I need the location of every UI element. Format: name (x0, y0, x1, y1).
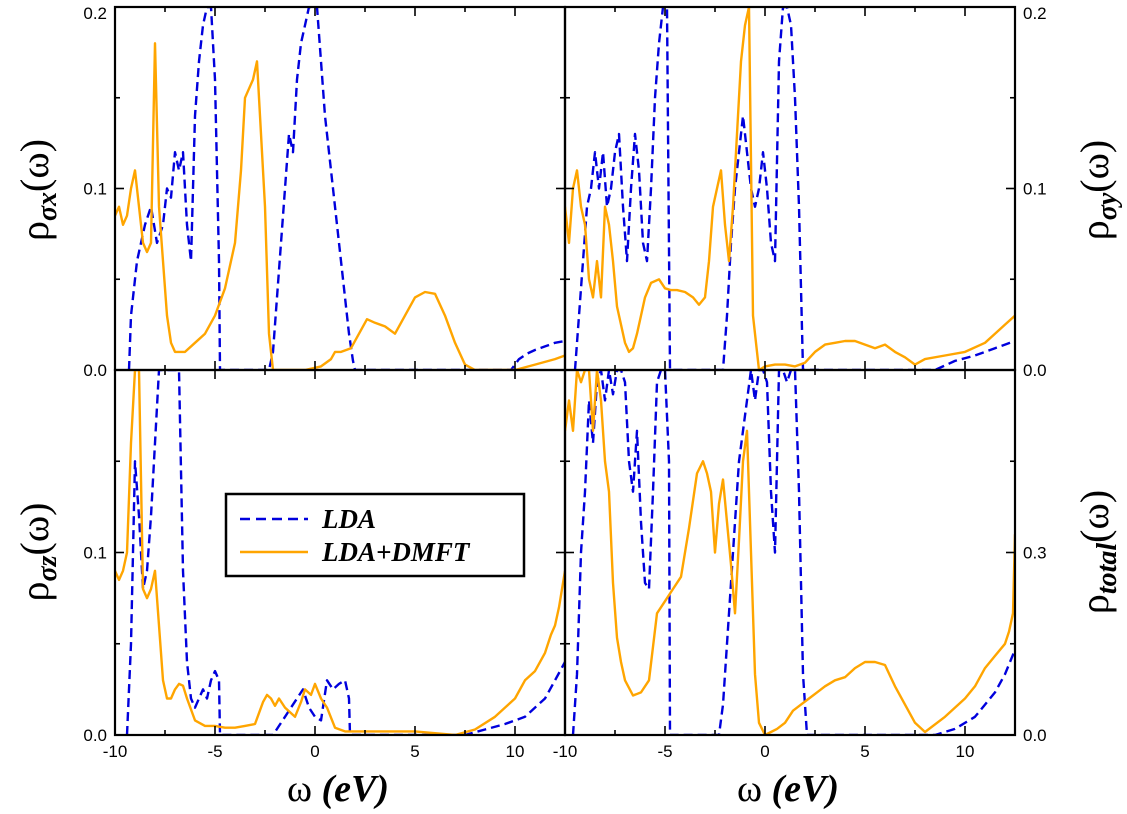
x-label-right: ω (eV) (737, 768, 839, 810)
y-label-bottom-left: ρσz(ω) (12, 503, 63, 602)
series-line-lda (127, 7, 565, 370)
panel-top-right: 0.2 0.1 0.0 (563, 4, 1047, 380)
x-tick-label: 0 (310, 742, 319, 761)
series-line-lda (571, 370, 1015, 735)
y-tick-label: 0.3 (1023, 544, 1047, 563)
y-tick-label: 0.1 (83, 180, 107, 199)
x-tick-label: -5 (657, 742, 672, 761)
y-tick-label: 0.1 (83, 544, 107, 563)
series-line-lda-dmft (115, 42, 565, 370)
y-tick-label: 0.2 (1023, 4, 1047, 23)
legend: LDA LDA+DMFT (224, 492, 526, 578)
panel-top-left: 0.2 0.1 0.0 (83, 4, 567, 380)
panel-frame (113, 5, 567, 372)
series-line-lda-dmft (565, 7, 1015, 370)
y-tick-label: 0.0 (1023, 361, 1047, 380)
x-tick-label: 0 (760, 742, 769, 761)
series-line-lda (573, 7, 1015, 370)
y-tick-label: 0.0 (83, 726, 107, 745)
x-tick-label: 10 (956, 742, 975, 761)
y-tick-label: 0.0 (1023, 726, 1047, 745)
y-tick-label: 0.1 (1023, 180, 1047, 199)
legend-box (224, 492, 526, 578)
x-tick-label: 10 (506, 742, 525, 761)
panel-frame (563, 5, 1017, 372)
x-tick-label: -10 (553, 742, 578, 761)
legend-label-dmft: LDA+DMFT (321, 537, 471, 567)
series-line-lda-dmft (565, 370, 1015, 735)
y-label-top-left: ρσx(ω) (12, 139, 63, 241)
y-tick-label: 0.0 (83, 361, 107, 380)
y-label-bottom-right: ρtotal(ω) (1072, 490, 1123, 614)
series-line-lda-dmft (115, 370, 565, 735)
x-tick-label: 5 (860, 742, 869, 761)
legend-label-lda: LDA (321, 504, 376, 534)
panel-frame (563, 368, 1017, 737)
panel-bottom-right: -10 -5 0 5 10 0.3 0.0 (553, 368, 1047, 761)
y-tick-label: 0.2 (83, 4, 107, 23)
x-tick-label: -5 (207, 742, 222, 761)
y-label-top-right: ρσy(ω) (1072, 140, 1123, 240)
x-tick-label: 5 (410, 742, 419, 761)
x-label-left: ω (eV) (287, 768, 389, 810)
x-tick-label: -10 (103, 742, 128, 761)
panel-bottom-left: -10 -5 0 5 10 0.1 0.0 (83, 368, 567, 761)
